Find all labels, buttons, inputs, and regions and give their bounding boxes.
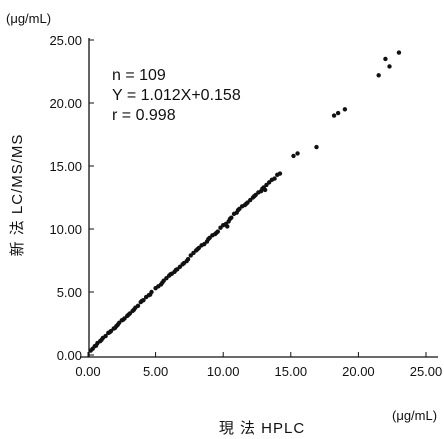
y-tick-label: 25.00 <box>49 33 82 48</box>
data-point <box>93 343 99 348</box>
data-point <box>277 171 283 176</box>
x-tick-label: 0.00 <box>75 364 100 379</box>
data-point <box>225 224 230 229</box>
data-point <box>147 292 153 297</box>
data-point <box>206 236 211 242</box>
data-point <box>195 246 200 252</box>
data-point <box>243 201 249 206</box>
data-point <box>173 267 179 273</box>
y-unit-label: (μg/mL) <box>6 11 51 26</box>
data-point <box>135 303 141 309</box>
annotation-equation: Y = 1.012X+0.158 <box>112 87 241 104</box>
data-points <box>88 50 402 353</box>
data-point <box>376 73 381 78</box>
x-tick-label: 20.00 <box>342 364 375 379</box>
x-unit-label: (μg/mL) <box>392 408 437 423</box>
y-tick-label: 0.00 <box>57 348 82 363</box>
data-point <box>227 216 233 222</box>
y-tick-label: 5.00 <box>57 285 82 300</box>
data-point <box>103 333 108 339</box>
x-tick-label: 15.00 <box>275 364 308 379</box>
annotation-n: n = 109 <box>112 67 166 84</box>
data-point <box>383 56 388 62</box>
data-point <box>115 322 120 327</box>
y-axis-title: 新 法 LC/MS/MS <box>9 134 26 257</box>
data-point <box>291 153 296 159</box>
data-point <box>120 317 126 322</box>
data-point <box>342 107 348 112</box>
x-axis-title: 現 法 HPLC <box>219 420 305 437</box>
annotation-r: r = 0.998 <box>112 107 176 124</box>
data-point <box>262 187 268 193</box>
data-point <box>107 330 112 335</box>
data-point <box>314 144 319 150</box>
data-point <box>335 110 341 116</box>
data-point <box>252 194 257 199</box>
x-tick-label: 5.00 <box>143 364 168 379</box>
data-point <box>131 307 137 312</box>
axes <box>80 38 438 358</box>
data-point <box>184 258 189 264</box>
data-point <box>295 151 300 156</box>
y-tick-label: 15.00 <box>49 159 82 174</box>
y-ticks: 0.00 5.00 10.00 15.00 20.00 25.00 <box>49 33 94 363</box>
x-tick-label: 10.00 <box>207 364 240 379</box>
data-point <box>272 176 277 181</box>
data-point <box>235 207 241 213</box>
data-point <box>112 325 118 331</box>
data-point <box>168 272 173 277</box>
x-ticks: 0.00 5.00 10.00 15.00 20.00 25.00 <box>75 352 442 379</box>
data-point <box>387 64 392 69</box>
data-point <box>331 113 337 118</box>
y-tick-label: 20.00 <box>49 96 82 111</box>
data-point <box>99 337 104 343</box>
data-point <box>214 230 219 235</box>
data-point <box>396 50 402 55</box>
x-tick-label: 25.00 <box>410 364 443 379</box>
data-point <box>126 312 131 317</box>
y-tick-label: 10.00 <box>49 222 82 237</box>
data-point <box>139 298 145 304</box>
data-point <box>160 280 165 285</box>
data-point <box>180 262 185 267</box>
